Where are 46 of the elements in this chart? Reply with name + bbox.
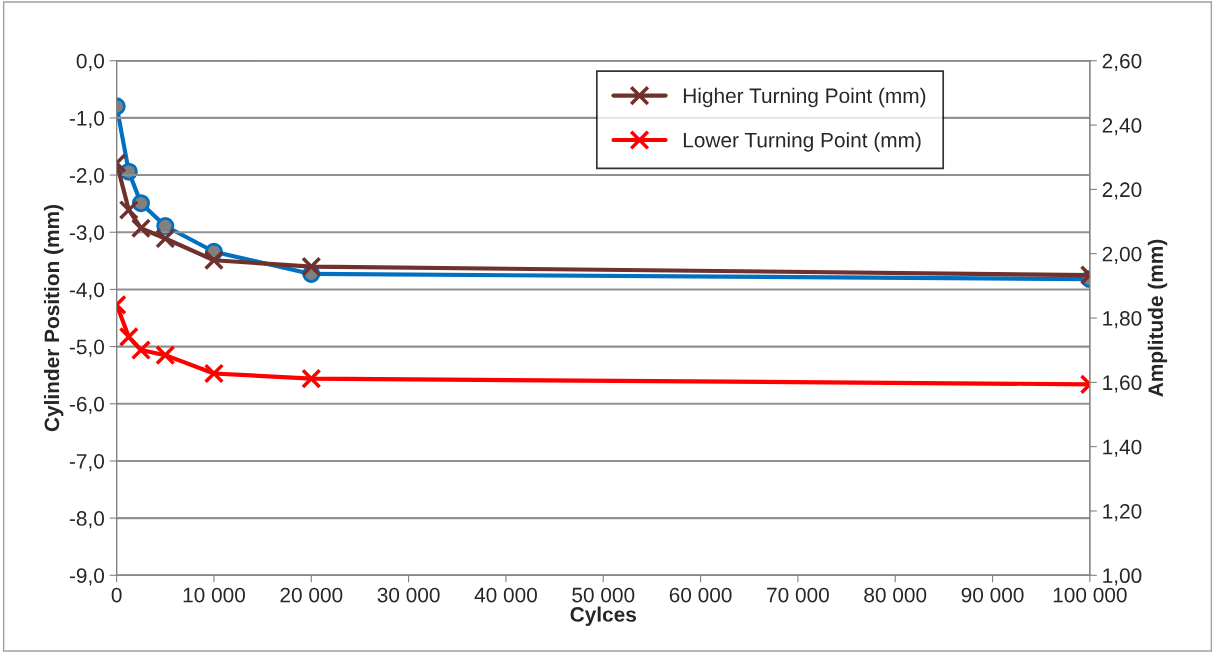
y-axis-title: Cylinder Position (mm) (43, 205, 64, 432)
y-tick-label: -5,0 (69, 339, 105, 357)
y2-tick-label: 2,40 (1102, 118, 1142, 136)
point (155, 228, 176, 249)
x-tick-label: 0 (111, 587, 122, 603)
y-tick-label: -3,0 (69, 225, 105, 243)
point (131, 194, 150, 213)
x-tick-label: 40 000 (474, 587, 537, 603)
y2-axis-title: Amplitude (mm) (1147, 239, 1168, 397)
y-tick-label: 0,0 (76, 53, 105, 71)
y-tick-label: -2,0 (69, 168, 105, 186)
legend-label: Higher Turning Point (mm) (683, 87, 926, 108)
x-tick-label: 90 000 (961, 587, 1024, 603)
point (301, 368, 322, 389)
y-tick-label: -8,0 (69, 511, 105, 529)
x-tick-label: 10 000 (183, 587, 246, 603)
y-tick-label: -9,0 (69, 568, 105, 586)
y2-tick-label: 2,20 (1102, 182, 1142, 200)
x-axis-title: Cylces (570, 606, 636, 626)
y-tick-label: -6,0 (69, 396, 105, 414)
point (130, 218, 152, 239)
y2-tick-label: 2,00 (1102, 246, 1142, 264)
y2-tick-label: 2,60 (1102, 53, 1142, 71)
x-tick-label: 70 000 (767, 587, 829, 603)
y2-tick-label: 1,40 (1103, 439, 1142, 457)
y-tick-label: -7,0 (69, 453, 105, 472)
y2-tick-label: 1,60 (1103, 375, 1142, 393)
x-tick-label: 20 000 (280, 587, 343, 603)
point (155, 345, 176, 366)
point (301, 256, 322, 277)
x-tick-label: 60 000 (669, 587, 732, 603)
x-tick-label: 80 000 (864, 587, 927, 603)
x-tick-label: 30 000 (377, 587, 440, 603)
y2-tick-label: 1,80 (1103, 311, 1142, 329)
y-tick-label: -4,0 (69, 282, 105, 300)
point (130, 339, 152, 361)
x-tick-label: 50 000 (572, 587, 635, 603)
point (203, 250, 225, 271)
y2-tick-label: 1,00 (1103, 568, 1142, 586)
x-tick-label: 100 000 (1053, 587, 1127, 603)
point (118, 326, 139, 347)
point (118, 199, 139, 221)
legend-label: Lower Turning Point (mm) (683, 132, 921, 152)
y-tick-label: -1,0 (69, 110, 105, 129)
point (203, 363, 225, 384)
y2-tick-label: 1,20 (1103, 503, 1142, 522)
